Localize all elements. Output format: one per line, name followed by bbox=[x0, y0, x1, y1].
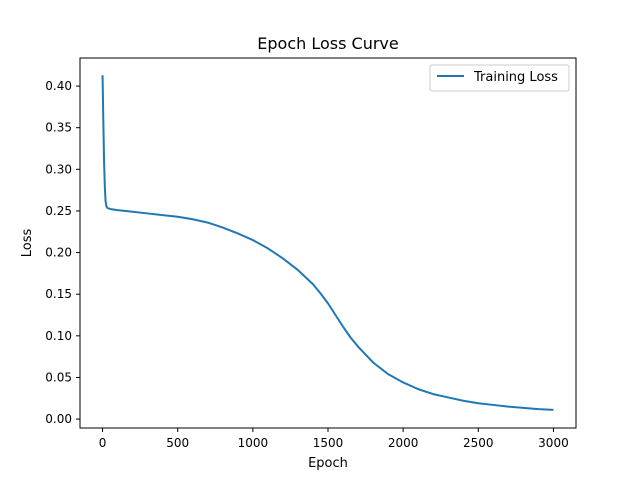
x-tick-label: 500 bbox=[166, 436, 189, 450]
legend: Training Loss bbox=[429, 64, 570, 92]
x-tick-label: 3000 bbox=[538, 436, 569, 450]
y-tick-label: 0.15 bbox=[45, 287, 72, 301]
plot-frame bbox=[79, 57, 577, 429]
y-tick-label: 0.25 bbox=[45, 204, 72, 218]
x-tick-label: 1500 bbox=[313, 436, 344, 450]
y-tick-label: 0.05 bbox=[45, 370, 72, 384]
series-layer bbox=[101, 75, 554, 411]
y-tick-label: 0.10 bbox=[45, 329, 72, 343]
chart-title: Epoch Loss Curve bbox=[257, 34, 398, 53]
x-tick-label: 2000 bbox=[388, 436, 419, 450]
x-axis: 0 500 1000 1500 2000 2500 3000 bbox=[99, 428, 569, 450]
y-tick-label: 0.20 bbox=[45, 246, 72, 260]
x-axis-label: Epoch bbox=[308, 456, 348, 471]
y-axis-label: Loss bbox=[20, 229, 35, 258]
legend-box bbox=[429, 64, 570, 92]
legend-label-training-loss: Training Loss bbox=[473, 70, 558, 85]
x-tick-label: 0 bbox=[99, 436, 107, 450]
y-tick-label: 0.40 bbox=[45, 79, 72, 93]
x-tick-label: 2500 bbox=[463, 436, 494, 450]
y-axis: 0.00 0.05 0.10 0.15 0.20 0.25 0.30 0.35 0.40 bbox=[45, 79, 80, 426]
series-line-training-loss bbox=[101, 75, 554, 411]
y-tick-label: 0.00 bbox=[45, 412, 72, 426]
y-tick-label: 0.30 bbox=[45, 162, 72, 176]
x-tick-label: 1000 bbox=[238, 436, 269, 450]
y-tick-label: 0.35 bbox=[45, 121, 72, 135]
